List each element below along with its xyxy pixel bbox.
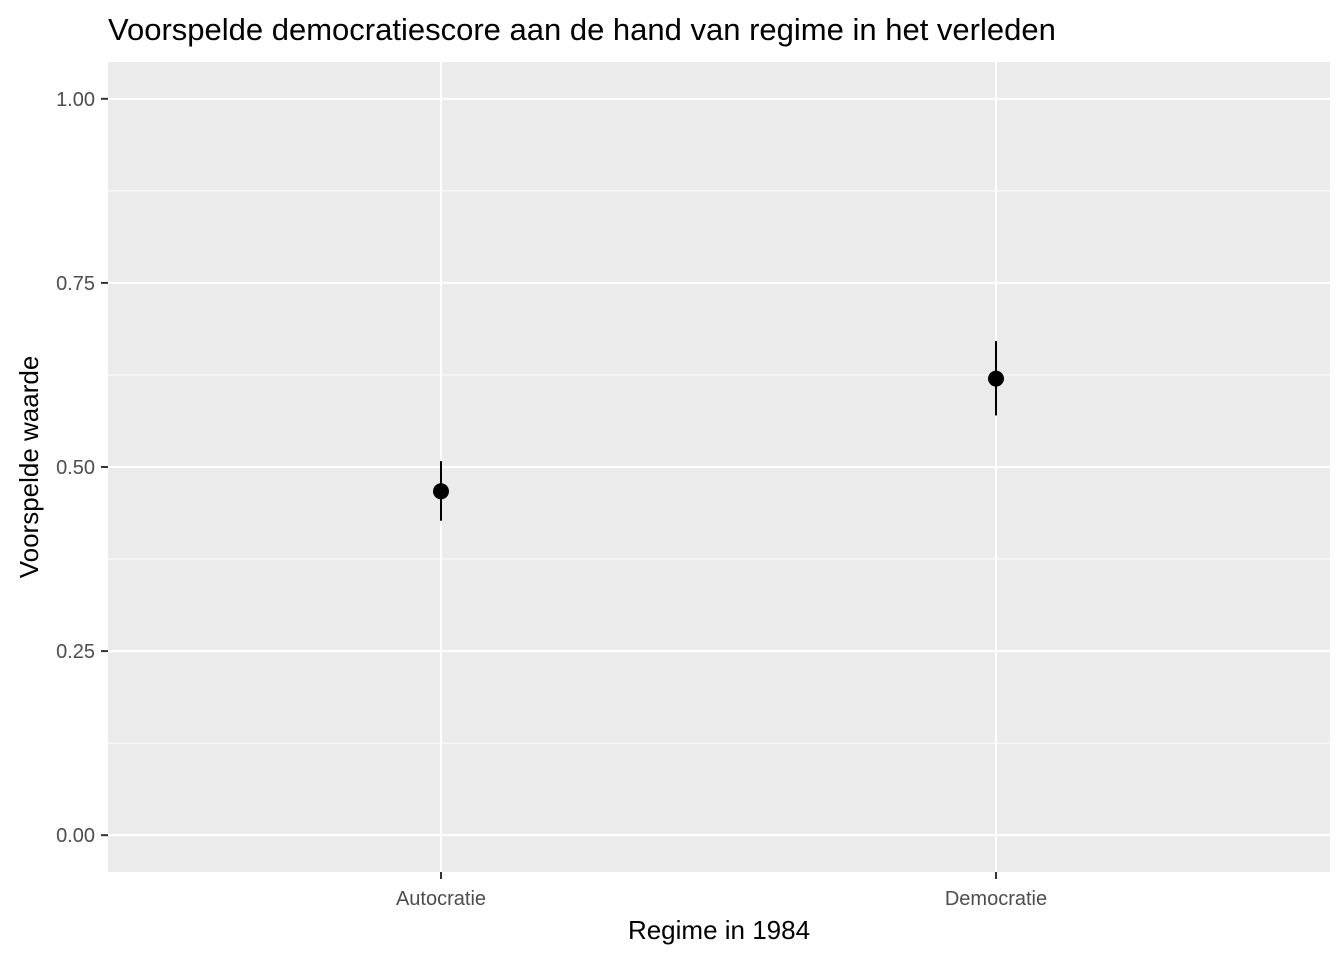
- data-point: [988, 370, 1004, 387]
- y-tick-label: 0.50: [56, 457, 95, 479]
- y-tick-label: 0.75: [56, 273, 95, 295]
- axes: 0.00 0.25 0.50 0.75 1.00 Autocratie Democratie: [56, 89, 1047, 910]
- chart-title: Voorspelde democratiescore aan de hand v…: [108, 12, 1056, 47]
- x-tick-label: Autocratie: [396, 888, 486, 910]
- y-tick-label: 0.25: [56, 641, 95, 663]
- y-tick-label: 1.00: [56, 89, 95, 111]
- y-axis-title: Voorspelde waarde: [14, 356, 44, 579]
- data-points: [433, 341, 1004, 521]
- x-tick-label: Democratie: [945, 888, 1047, 910]
- y-tick-label: 0.00: [56, 825, 95, 847]
- data-point: [433, 483, 449, 500]
- x-axis-title: Regime in 1984: [628, 915, 810, 945]
